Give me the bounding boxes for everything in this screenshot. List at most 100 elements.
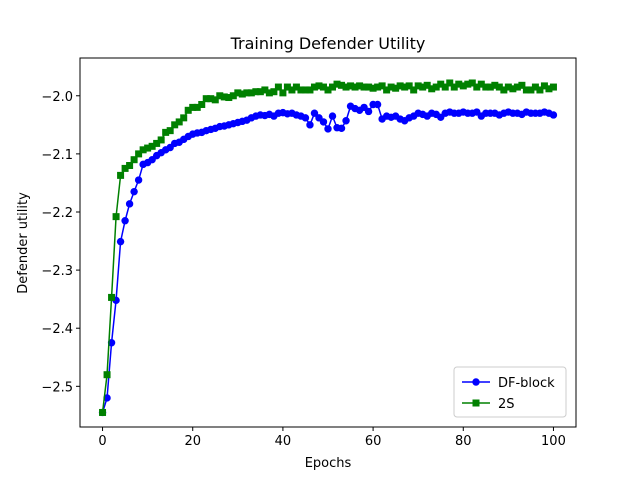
y-axis-label: Defender utility: [16, 192, 31, 294]
data-point-2s: [401, 83, 409, 91]
data-point-2s: [540, 82, 548, 90]
y-tick-label: −2.5: [41, 380, 73, 395]
data-point-2s: [473, 83, 481, 91]
data-point-2s: [414, 82, 422, 90]
data-point-2s: [135, 150, 143, 158]
data-point-2s: [437, 80, 445, 88]
data-point-2s: [369, 84, 377, 92]
data-point-df-block: [310, 109, 319, 117]
data-point-2s: [455, 80, 463, 88]
data-point-2s: [301, 86, 309, 94]
data-point-2s: [144, 144, 152, 152]
data-point-2s: [112, 213, 120, 221]
data-point-2s: [486, 83, 494, 91]
data-point-df-block: [125, 200, 134, 208]
x-tick-label: 80: [455, 434, 472, 449]
data-point-2s: [545, 85, 553, 93]
data-point-2s: [189, 103, 197, 111]
data-point-2s: [247, 89, 255, 97]
data-point-2s: [166, 127, 174, 135]
data-point-2s: [207, 95, 215, 103]
data-point-2s: [329, 83, 337, 91]
data-point-2s: [459, 82, 467, 90]
data-point-2s: [193, 103, 201, 111]
data-point-2s: [410, 86, 418, 94]
data-point-2s: [108, 293, 116, 301]
data-point-2s: [229, 92, 237, 100]
legend-marker-df-block: [472, 378, 480, 386]
data-point-2s: [130, 156, 138, 164]
data-point-2s: [202, 95, 210, 103]
x-tick-label: 20: [184, 434, 201, 449]
data-point-2s: [198, 100, 206, 108]
data-point-df-block: [130, 187, 138, 196]
legend-label-2s: 2S: [498, 397, 515, 412]
data-point-2s: [270, 88, 278, 96]
data-point-2s: [238, 90, 246, 98]
legend-label-df-block: DF-block: [498, 376, 555, 391]
data-point-2s: [225, 94, 233, 102]
data-point-2s: [441, 83, 449, 91]
x-tick-label: 40: [275, 434, 292, 449]
data-point-df-block: [342, 117, 350, 125]
data-point-2s: [184, 106, 192, 114]
x-tick-label: 60: [365, 434, 382, 449]
x-tick-label: 0: [98, 434, 106, 449]
data-point-df-block: [549, 111, 558, 119]
data-point-2s: [288, 86, 296, 94]
data-point-2s: [243, 89, 251, 97]
data-point-2s: [180, 114, 188, 122]
legend-marker-2s: [472, 399, 480, 407]
axes-frame: [79, 57, 577, 428]
data-point-2s: [171, 121, 179, 129]
data-point-2s: [477, 80, 485, 88]
data-point-2s: [117, 171, 125, 179]
data-point-df-block: [328, 112, 337, 120]
data-point-2s: [126, 162, 134, 170]
data-point-2s: [446, 79, 454, 87]
x-axis-label: Epochs: [305, 456, 352, 471]
data-point-2s: [509, 85, 517, 93]
data-point-2s: [292, 83, 300, 91]
data-point-2s: [261, 86, 269, 94]
data-point-df-block: [134, 176, 143, 184]
data-point-2s: [211, 96, 219, 104]
data-point-2s: [297, 86, 305, 94]
plot-area: 0 20 40 60 80 100 −2.5 −2.4 −2.3 −2.2 −2.1 −2.0: [41, 57, 577, 449]
data-point-2s: [536, 86, 544, 94]
data-point-2s: [450, 83, 458, 91]
data-point-2s: [306, 86, 314, 94]
y-tick-label: −2.3: [41, 264, 73, 279]
data-point-2s: [527, 86, 535, 94]
data-point-2s: [531, 83, 539, 91]
data-point-2s: [518, 81, 526, 89]
data-point-2s: [162, 128, 170, 136]
data-point-2s: [405, 82, 413, 90]
data-point-df-block: [364, 107, 373, 116]
data-point-df-block: [306, 121, 314, 129]
chart-title: Training Defender Utility: [230, 34, 426, 53]
data-point-2s: [365, 83, 373, 91]
data-point-df-block: [337, 124, 346, 133]
data-point-2s: [256, 88, 264, 96]
data-point-2s: [216, 92, 224, 100]
data-point-2s: [157, 136, 165, 144]
data-point-df-block: [301, 114, 310, 122]
data-point-2s: [513, 83, 521, 91]
data-point-2s: [103, 371, 111, 379]
data-point-2s: [220, 93, 228, 101]
data-point-2s: [392, 84, 400, 92]
data-point-2s: [432, 83, 440, 91]
series-2s: [99, 79, 557, 416]
data-point-2s: [504, 83, 512, 91]
data-point-2s: [283, 83, 291, 91]
data-point-2s: [319, 83, 327, 91]
data-point-2s: [333, 80, 341, 88]
data-point-2s: [315, 82, 323, 90]
data-point-2s: [324, 86, 332, 94]
data-point-2s: [356, 82, 364, 90]
data-point-2s: [491, 81, 499, 89]
data-point-df-block: [121, 217, 129, 225]
data-point-2s: [139, 146, 147, 154]
y-tick-label: −2.0: [41, 90, 73, 105]
